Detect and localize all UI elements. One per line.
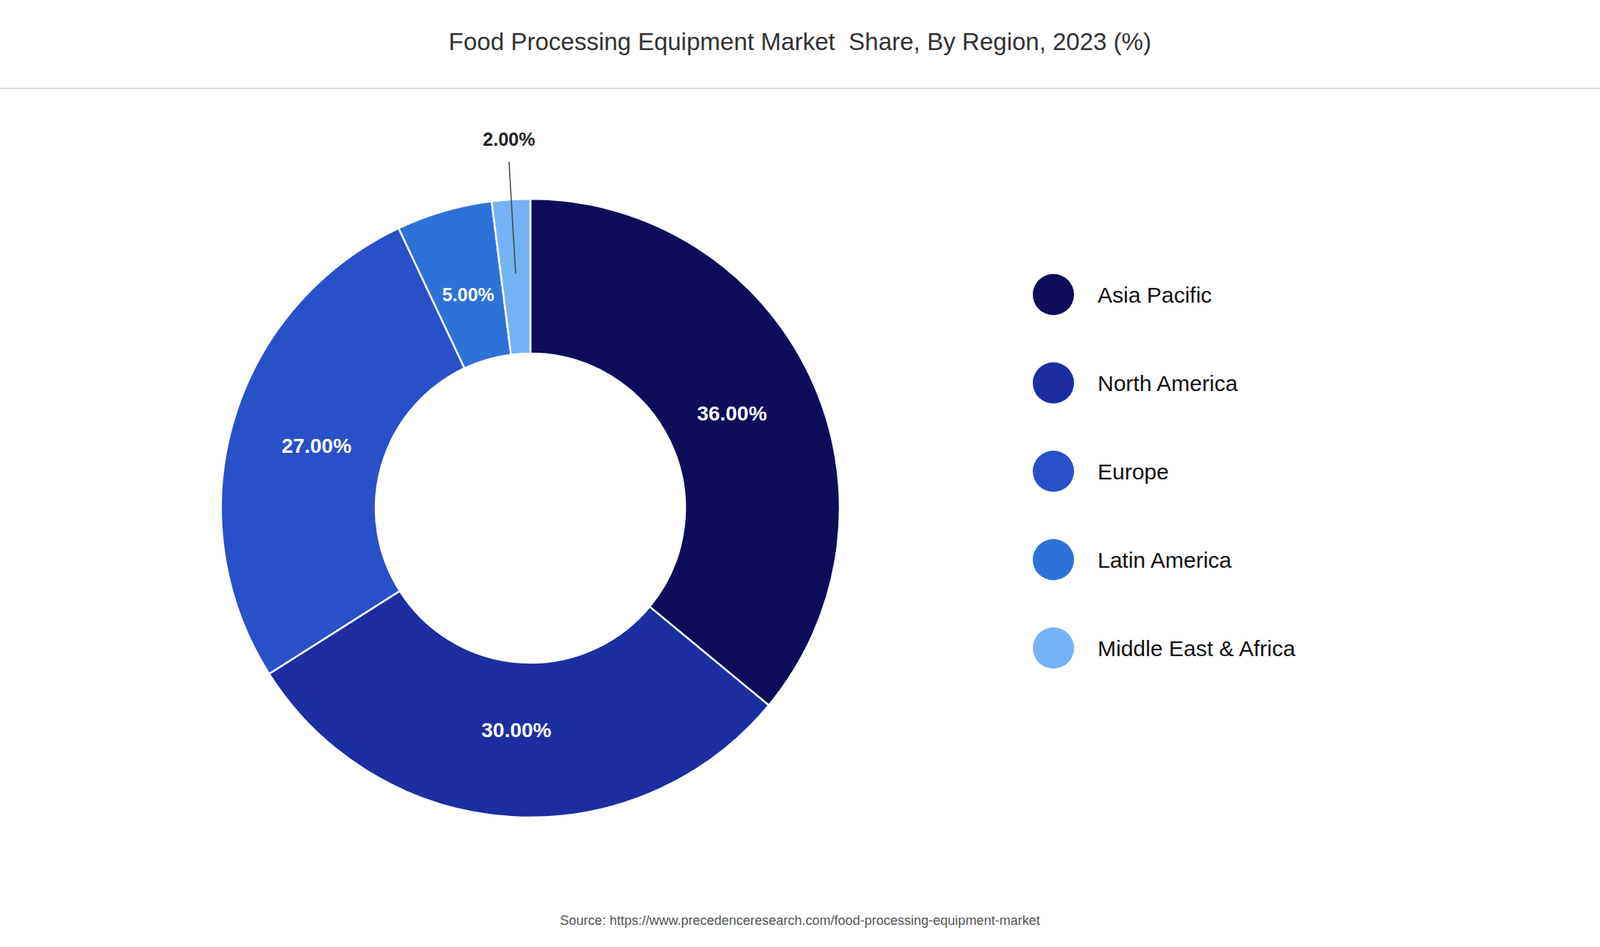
title-rule xyxy=(0,87,1600,90)
legend-swatch xyxy=(1032,450,1075,493)
slice xyxy=(220,228,465,675)
legend: Asia Pacific North America Europe Latin Ame… xyxy=(1032,274,1296,669)
data-labels: 36.00% 30.00% 27.00% 5.00% 2.00% xyxy=(281,128,767,743)
legend-swatch xyxy=(1032,539,1075,581)
chart: Food Processing Equipment Market Share, … xyxy=(0,0,1600,947)
slice xyxy=(530,198,840,706)
leader-line xyxy=(509,162,516,275)
legend-label: Asia Pacific xyxy=(1097,282,1212,308)
pie xyxy=(220,198,840,818)
legend-item: Asia Pacific xyxy=(1032,274,1212,316)
legend-label: North America xyxy=(1097,371,1238,396)
data-label: 30.00% xyxy=(481,718,552,742)
legend-label: Middle East & Africa xyxy=(1097,636,1296,661)
data-label: 27.00% xyxy=(281,434,352,458)
legend-swatch xyxy=(1032,627,1075,669)
legend-item: North America xyxy=(1032,362,1238,404)
legend-item: Middle East & Africa xyxy=(1032,627,1296,669)
legend-swatch xyxy=(1032,274,1075,316)
legend-swatch xyxy=(1032,362,1075,404)
legend-item: Europe xyxy=(1032,450,1170,493)
legend-label: Latin America xyxy=(1097,548,1232,573)
data-label: 36.00% xyxy=(696,402,767,426)
title: Food Processing Equipment Market Share, … xyxy=(448,27,1152,56)
data-label: 5.00% xyxy=(441,284,495,305)
legend-label: Europe xyxy=(1097,459,1170,484)
slice xyxy=(491,198,531,356)
legend-item: Latin America xyxy=(1032,539,1232,581)
data-label: 2.00% xyxy=(483,128,536,150)
source-note: Source: https://www.precedenceresearch.c… xyxy=(559,913,1040,929)
